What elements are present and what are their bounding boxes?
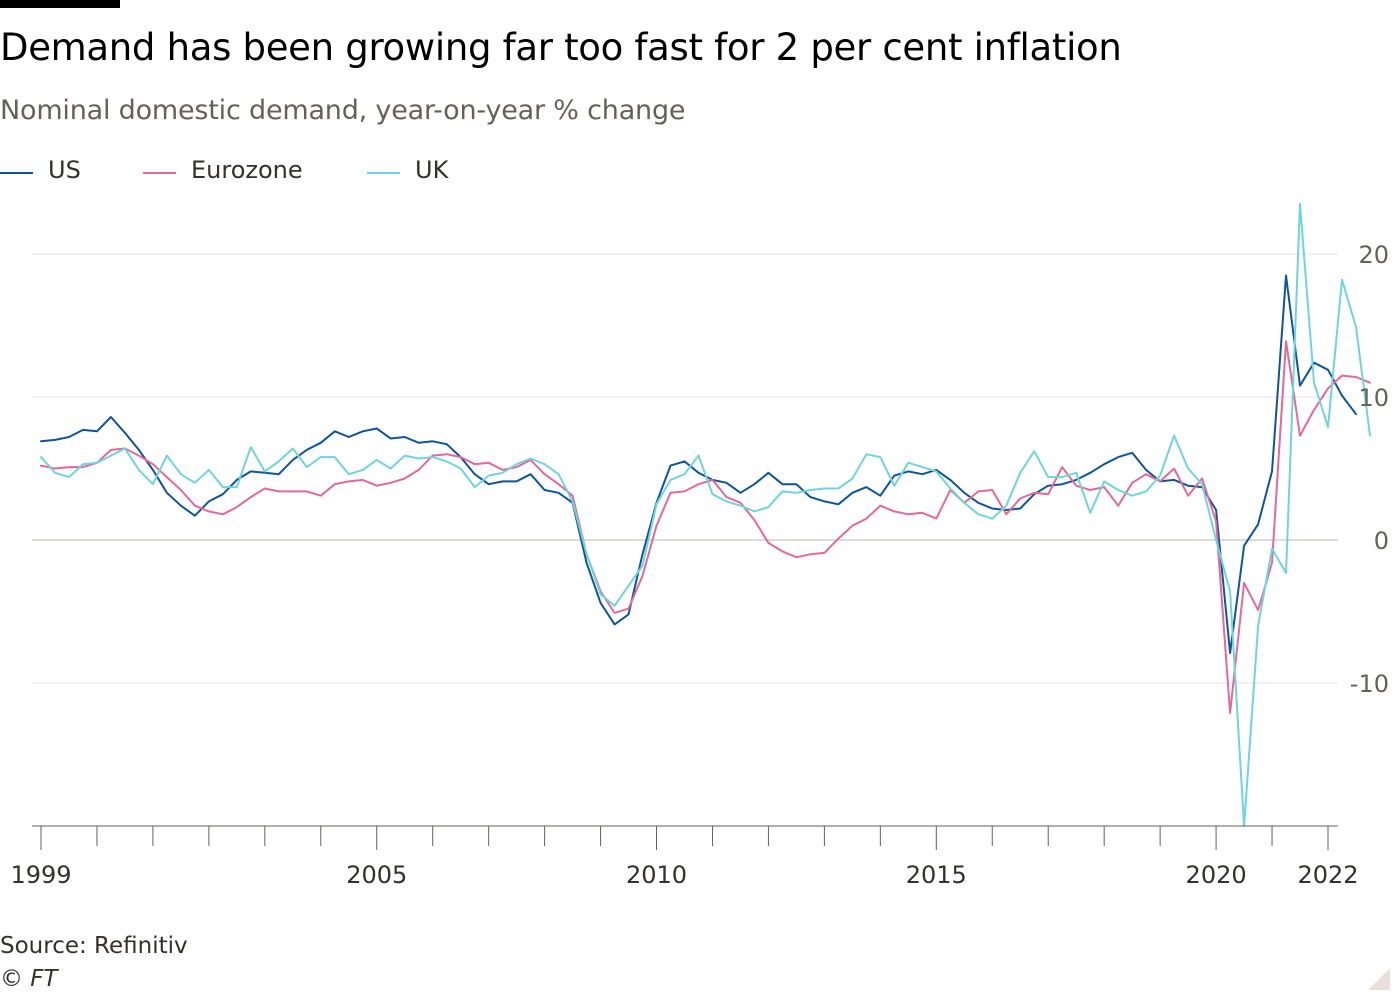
legend-label-us: US [48, 156, 81, 184]
x-axis: 1999 2005 2010 2015 2020 2022 [10, 825, 1359, 889]
x-tick-label: 2010 [626, 861, 687, 889]
y-tick-label: 10 [1358, 384, 1389, 412]
series-line-uk [40, 202, 1371, 827]
x-tick-label: 2015 [906, 861, 967, 889]
legend-swatch-us [0, 172, 33, 174]
x-tick-label: 2022 [1297, 861, 1358, 889]
series-lines [40, 202, 1371, 827]
y-tick-label: -10 [1350, 670, 1389, 698]
legend-swatch-eurozone [143, 172, 176, 174]
y-tick-label: 20 [1358, 241, 1389, 269]
source-note: Source: Refinitiv [0, 933, 188, 959]
legend-swatch-uk [367, 172, 400, 174]
series-line-us [40, 274, 1357, 654]
x-tick-label: 2005 [346, 861, 407, 889]
top-accent-bar [0, 0, 120, 8]
legend-label-eurozone: Eurozone [191, 156, 303, 184]
y-axis-labels: 20 10 0 -10 [1350, 241, 1389, 698]
copyright-note: © FT [0, 966, 58, 992]
y-tick-label: 0 [1374, 527, 1389, 555]
x-tick-label: 1999 [10, 861, 71, 889]
chart-title: Demand has been growing far too fast for… [0, 26, 1122, 69]
corner-fold [1368, 968, 1390, 990]
chart-subtitle: Nominal domestic demand, year-on-year % … [0, 95, 686, 126]
series-line-eurozone [40, 340, 1371, 714]
x-tick-label: 2020 [1186, 861, 1247, 889]
gridlines [32, 253, 1338, 684]
legend-label-uk: UK [415, 156, 449, 184]
